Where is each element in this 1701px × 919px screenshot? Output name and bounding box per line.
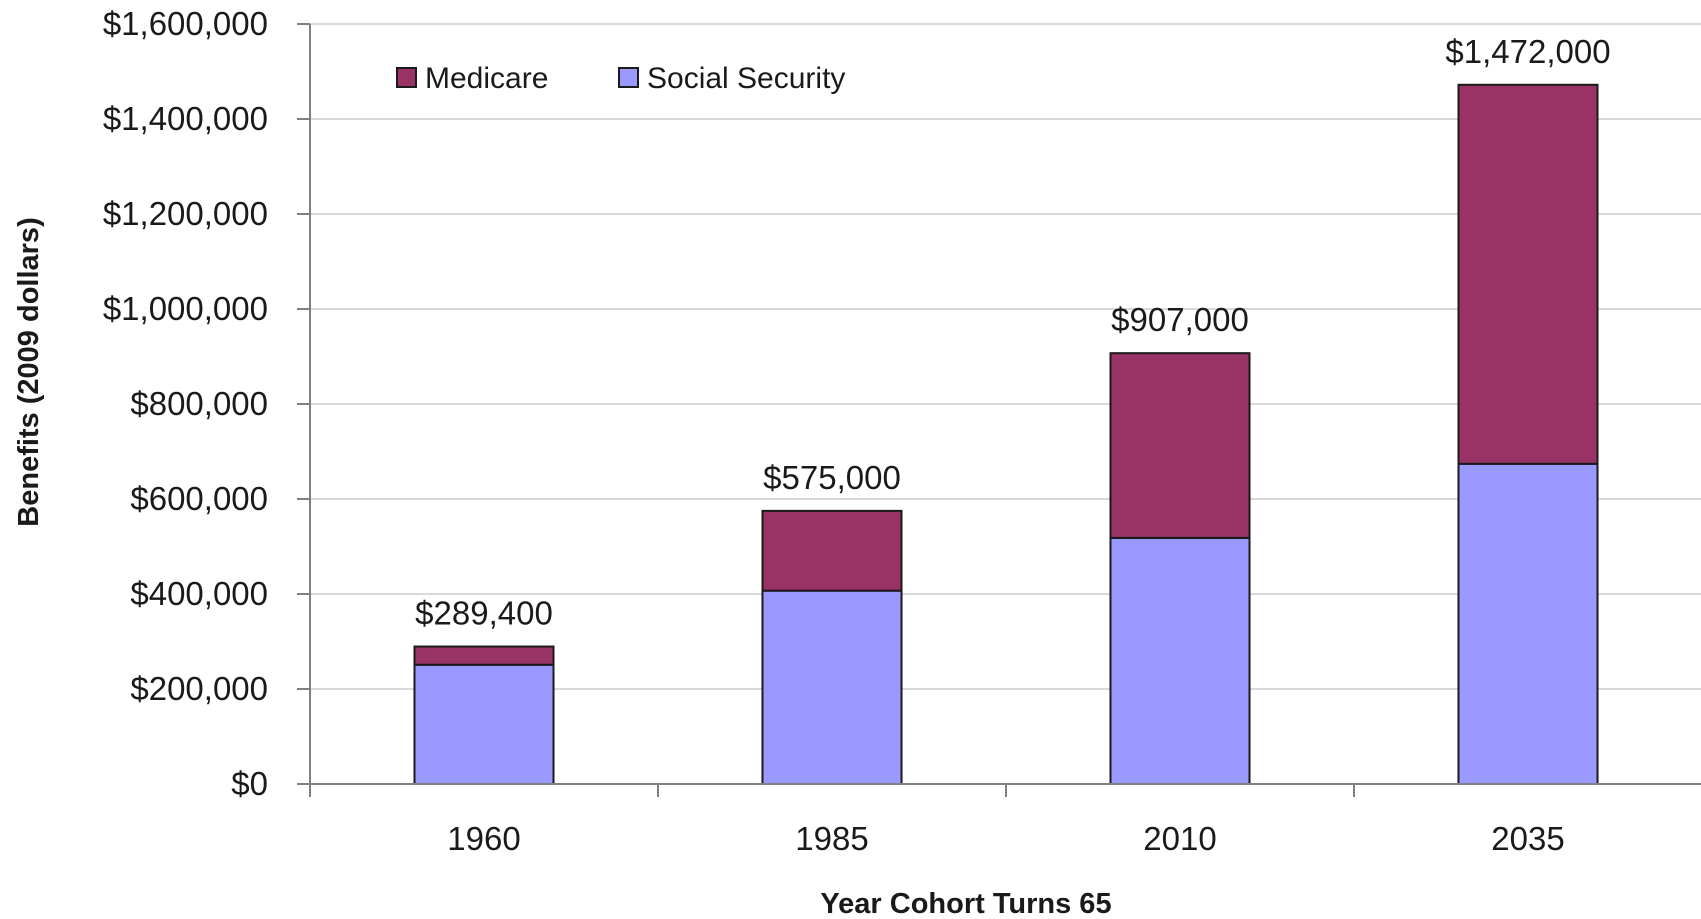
x-tick-label: 2010 [1143,820,1216,857]
legend-swatch [396,67,417,88]
x-axis-title: Year Cohort Turns 65 [820,888,1111,919]
legend-entry: Social Security [647,62,845,95]
legend-swatch [618,67,639,88]
y-tick-label: $400,000 [130,575,268,612]
x-tick-label: 1960 [447,820,520,857]
y-tick-label: $0 [231,765,268,802]
medicare-bar [761,509,903,592]
social-security-bar [1109,536,1251,786]
social-security-bar [761,589,903,785]
bars [413,83,1599,786]
x-tick-label: 2035 [1491,820,1564,857]
social-security-bar [1457,462,1599,785]
total-label: $1,472,000 [1445,33,1610,70]
total-label: $907,000 [1111,301,1249,338]
y-tick-label: $1,000,000 [103,290,268,327]
total-label: $289,400 [415,595,553,632]
medicare-bar [413,645,555,666]
medicare-bar [1109,352,1251,539]
y-axis-title: Benefits (2009 dollars) [13,217,45,526]
y-tick-label: $1,400,000 [103,100,268,137]
social-security-bar [413,663,555,786]
y-tick-label: $600,000 [130,480,268,517]
y-tick-label: $1,600,000 [103,5,268,42]
legend: Medicare Social Security [330,46,900,110]
gridlines [310,23,1701,690]
legend-background [330,46,900,110]
legend-entry: Medicare [425,62,548,95]
x-tick-label: 1985 [795,820,868,857]
medicare-bar [1457,83,1599,465]
y-tick-label: $200,000 [130,670,268,707]
data-labels: $289,400 $575,000 $907,000 $1,472,000 [415,33,1610,632]
y-tick-label: $1,200,000 [103,195,268,232]
y-tick-label: $800,000 [130,385,268,422]
total-label: $575,000 [763,459,901,496]
axes: $0 $200,000 $400,000 $600,000 $800,000 $1,000… [103,5,1701,857]
